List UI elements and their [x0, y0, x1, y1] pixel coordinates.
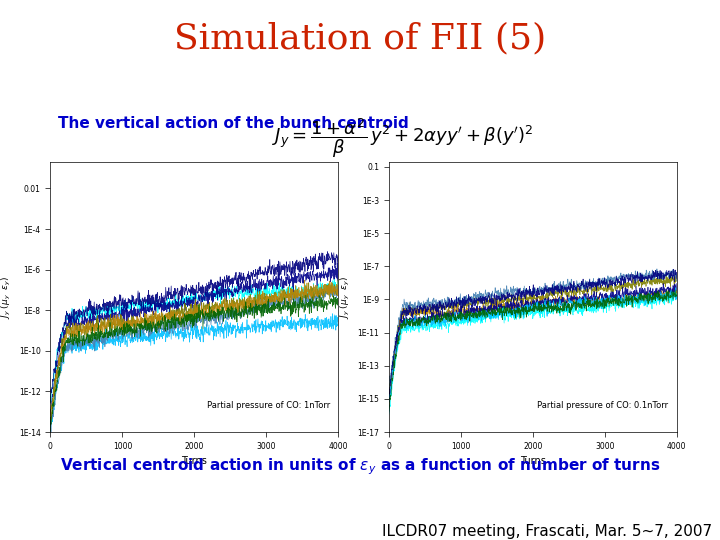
Y-axis label: $J_y$ ($\mu_y$  $\varepsilon_y$): $J_y$ ($\mu_y$ $\varepsilon_y$) [338, 275, 351, 319]
Text: Partial pressure of CO: 0.1nTorr: Partial pressure of CO: 0.1nTorr [537, 401, 668, 410]
Text: The vertical action of the bunch centroid: The vertical action of the bunch centroi… [58, 116, 408, 131]
X-axis label: Turns: Turns [181, 456, 207, 466]
Text: Simulation of FII (5): Simulation of FII (5) [174, 22, 546, 56]
Text: ILCDR07 meeting, Frascati, Mar. 5~7, 2007: ILCDR07 meeting, Frascati, Mar. 5~7, 200… [382, 524, 712, 539]
Text: $J_y = \dfrac{1+\alpha^2}{\beta}\, y^2 + 2\alpha yy' + \beta(y')^2$: $J_y = \dfrac{1+\alpha^2}{\beta}\, y^2 +… [272, 116, 534, 160]
Text: Vertical centroid action in units of $\varepsilon_y$ as a function of number of : Vertical centroid action in units of $\v… [60, 456, 660, 477]
X-axis label: Turns: Turns [520, 456, 546, 466]
Y-axis label: $J_y$ ($\mu_y$  $\varepsilon_y$): $J_y$ ($\mu_y$ $\varepsilon_y$) [0, 275, 13, 319]
Text: Partial pressure of CO: 1nTorr: Partial pressure of CO: 1nTorr [207, 401, 330, 410]
